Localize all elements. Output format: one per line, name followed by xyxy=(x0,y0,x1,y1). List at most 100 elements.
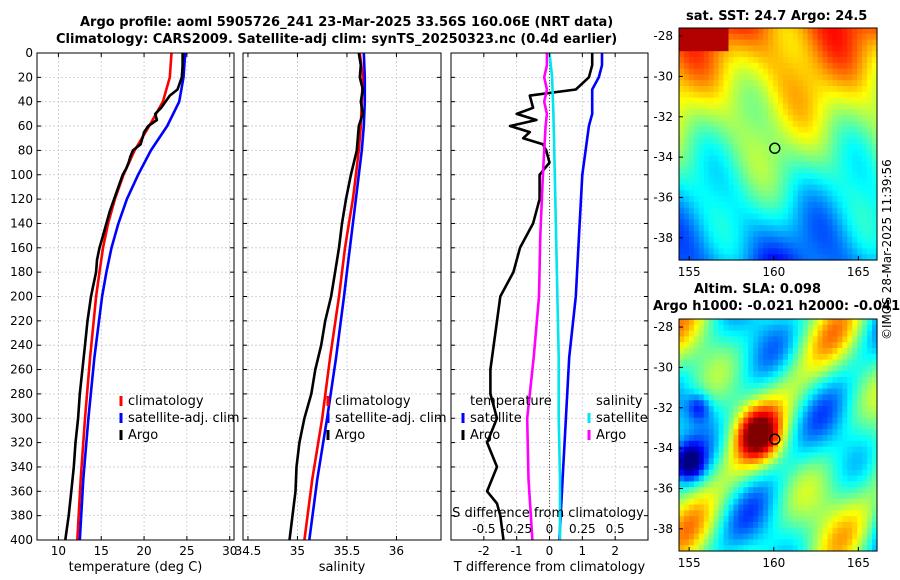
altim-sla-map-cell xyxy=(797,487,804,494)
altim-sla-map-cell xyxy=(753,498,759,506)
sat-sst-map-cell xyxy=(753,91,759,99)
altim-sla-map-cell xyxy=(862,324,868,332)
sat-sst-map-cell xyxy=(698,236,705,244)
sat-sst-map-cell xyxy=(748,126,754,133)
sat-sst-map-cell xyxy=(867,149,873,157)
altim-sla-map-cell xyxy=(822,516,829,523)
altim-sla-map-cell xyxy=(812,330,819,337)
altim-sla-map-cell xyxy=(817,411,824,419)
altim-sla-map-cell xyxy=(698,388,705,395)
sat-sst-map-cell xyxy=(738,236,744,244)
altim-sla-map-cell xyxy=(792,377,799,384)
sat-sst-map-cell xyxy=(753,132,759,139)
sat-sst-map-cell xyxy=(852,109,858,116)
sat-sst-map-cell xyxy=(758,184,764,191)
sat-sst-map-cell xyxy=(842,57,848,64)
altim-sla-map-cell xyxy=(847,377,853,384)
altim-sla-map-cell xyxy=(787,342,794,349)
altim-sla-map-cell xyxy=(807,429,814,436)
altim-sla-map-cell xyxy=(872,539,878,546)
sat-sst-map-cell xyxy=(738,109,744,116)
sat-sst-map-cell xyxy=(763,207,769,215)
sat-sst-map-cell xyxy=(753,248,759,255)
sat-sst-map-cell xyxy=(867,62,873,70)
altim-sla-map-cell xyxy=(778,336,784,343)
altim-sla-map-cell xyxy=(832,452,838,459)
sat-sst-map-cell xyxy=(847,202,853,209)
altim-sla-map-cell xyxy=(867,400,873,407)
sat-sst-map-cell xyxy=(768,138,774,145)
altim-sla-map-cell xyxy=(703,388,710,395)
sat-sst-map-cell xyxy=(797,161,804,168)
altim-sla-map-cell xyxy=(837,493,843,500)
sat-sst-map-cell xyxy=(723,231,730,238)
altim-sla-map-cell xyxy=(763,382,769,390)
sat-sst-map-cell xyxy=(827,178,834,186)
sat-sst-map-cell xyxy=(723,254,730,261)
sat-sst-map-cell xyxy=(867,190,873,197)
altim-sla-map-cell xyxy=(713,481,720,488)
sat-sst-map-cell xyxy=(872,184,878,191)
sat-sst-map-cell xyxy=(812,225,819,232)
altim-sla-map-cell xyxy=(718,342,725,349)
sat-sst-map-cell xyxy=(857,109,863,116)
difference-legend-label: Argo xyxy=(470,428,500,443)
difference-series-t-argo xyxy=(485,53,594,541)
sat-sst-map-cell xyxy=(723,138,730,145)
altim-sla-map-cell xyxy=(872,510,878,517)
altim-sla-map-cell xyxy=(743,435,749,442)
altim-sla-map-cell xyxy=(842,487,848,494)
sat-sst-map-cell xyxy=(837,126,843,133)
altim-sla-map-cell xyxy=(797,539,804,546)
sat-sst-map-cell xyxy=(802,39,809,46)
sat-sst-map-cell xyxy=(852,86,858,93)
sat-sst-map-cell xyxy=(768,109,774,116)
altim-sla-map-cell xyxy=(832,435,838,442)
sat-sst-map-cell xyxy=(728,132,735,139)
sat-sst-map-cell xyxy=(688,51,695,58)
sat-sst-map-cell xyxy=(807,161,814,168)
sat-sst-map-cell xyxy=(822,178,829,186)
altim-sla-map-cell xyxy=(708,527,715,535)
altim-sla-map-cell xyxy=(728,435,735,442)
altim-sla-map-cell xyxy=(713,365,720,372)
sat-sst-map-cell xyxy=(733,97,739,104)
sat-sst-map-cell xyxy=(688,68,695,75)
altim-sla-map-cell xyxy=(812,417,819,424)
sat-sst-map-cell xyxy=(773,190,779,197)
sat-sst-map-cell xyxy=(708,207,715,215)
sat-sst-map-cell xyxy=(792,45,799,52)
altim-sla-map-cell xyxy=(832,527,838,535)
sat-sst-map-cell xyxy=(832,45,838,52)
altim-sla-map-cell xyxy=(743,377,749,384)
sat-sst-map-cell xyxy=(792,103,799,110)
altim-sla-map-cell xyxy=(852,388,858,395)
sat-sst-map-cell xyxy=(718,190,725,197)
sat-sst-map-cell xyxy=(758,115,764,122)
sat-sst-map-cell xyxy=(787,161,794,168)
altim-sla-map-cell xyxy=(862,510,868,517)
altim-sla-map-cell xyxy=(822,487,829,494)
sat-sst-map-cell xyxy=(703,120,710,128)
sat-sst-map-cell xyxy=(683,80,690,87)
altim-sla-map-cell xyxy=(703,452,710,459)
altim-sla-map-cell xyxy=(703,475,710,482)
sat-sst-map-cell xyxy=(827,184,834,191)
sat-sst-map-cell xyxy=(827,144,834,151)
altim-sla-map-cell xyxy=(797,348,804,355)
sat-sst-map-cell xyxy=(703,173,710,180)
altim-sla-map-cell xyxy=(862,475,868,482)
altim-sla-map-cell xyxy=(758,406,764,413)
sat-sst-map-cell xyxy=(827,103,834,110)
altim-sla-map-cell xyxy=(718,504,725,511)
altim-sla-map-cell xyxy=(713,498,720,506)
sat-sst-map-cell xyxy=(782,231,789,238)
sat-sst-map-cell xyxy=(758,57,764,64)
altim-sla-map-cell xyxy=(708,324,715,332)
sat-sst-map-cell xyxy=(718,97,725,104)
sat-sst-map-cell xyxy=(807,138,814,145)
altim-sla-map-cell xyxy=(862,498,868,506)
altim-sla-map-cell xyxy=(857,522,863,529)
altim-sla-map-cell xyxy=(743,353,749,361)
altim-sla-map-cell xyxy=(698,353,705,361)
